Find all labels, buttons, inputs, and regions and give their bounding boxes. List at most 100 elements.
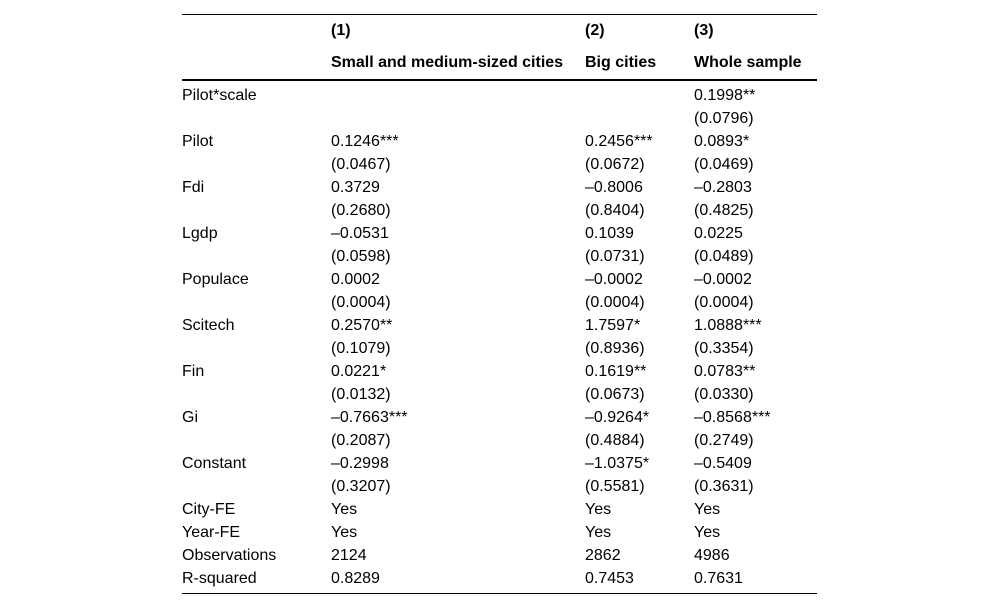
cell: 0.3729: [331, 179, 380, 196]
row-label: R-squared: [182, 570, 257, 587]
row-label: [182, 107, 331, 130]
row-label: Pilot: [182, 133, 214, 150]
row-label: [182, 245, 331, 268]
row-label: [182, 291, 331, 314]
cell: 0.0002: [331, 271, 380, 288]
cell: 4986: [694, 547, 730, 564]
row-label: Constant: [182, 455, 247, 472]
cell: (0.8936): [585, 340, 645, 357]
cell: (0.4884): [585, 432, 645, 449]
table-row: (0.0796): [182, 107, 817, 130]
cell: –0.0531: [331, 225, 389, 242]
cell: (0.0673): [585, 386, 645, 403]
cell: Yes: [694, 501, 721, 518]
cell: (0.0004): [331, 294, 391, 311]
cell: (0.3207): [331, 478, 391, 495]
cell: (0.0796): [694, 110, 754, 127]
table-row: R-squared 0.8289 0.7453 0.7631: [182, 567, 817, 594]
cell: 0.7631: [694, 570, 743, 587]
table-row: Pilot*scale 0.1998**: [182, 80, 817, 107]
table-row: (0.0132) (0.0673) (0.0330): [182, 383, 817, 406]
cell: –0.2803: [694, 179, 752, 196]
row-label: Lgdp: [182, 225, 218, 242]
row-label: Fdi: [182, 179, 205, 196]
table-row: Gi –0.7663*** –0.9264* –0.8568***: [182, 406, 817, 429]
cell: [585, 80, 694, 107]
cell: 2862: [585, 547, 621, 564]
cell: –0.8568***: [694, 409, 771, 426]
cell: (0.8404): [585, 202, 645, 219]
cell: 0.2456***: [585, 133, 653, 150]
table-row: Fdi 0.3729 –0.8006 –0.2803: [182, 176, 817, 199]
row-label: Populace: [182, 271, 249, 288]
cell: 2124: [331, 547, 367, 564]
cell: 0.0893*: [694, 133, 750, 150]
cell: (0.2749): [694, 432, 754, 449]
row-label: [182, 383, 331, 406]
row-label: Pilot*scale: [182, 87, 257, 104]
header-row-names: Small and medium-sized cities Big cities…: [182, 47, 817, 81]
row-label: City-FE: [182, 501, 236, 518]
header-col3-name: Whole sample: [694, 47, 817, 81]
cell: 1.0888***: [694, 317, 762, 334]
cell: (0.0004): [694, 294, 754, 311]
table-row: (0.2680) (0.8404) (0.4825): [182, 199, 817, 222]
regression-table-container: (1) (2) (3) Small and medium-sized citie…: [182, 14, 817, 594]
cell: –0.7663***: [331, 409, 408, 426]
cell: 0.1998**: [694, 87, 756, 104]
row-label: [182, 199, 331, 222]
cell: (0.4825): [694, 202, 754, 219]
row-label: Observations: [182, 547, 277, 564]
cell: –0.5409: [694, 455, 752, 472]
cell: (0.0467): [331, 156, 391, 173]
table-row: (0.0004) (0.0004) (0.0004): [182, 291, 817, 314]
cell: (0.3631): [694, 478, 754, 495]
header-col1-name: Small and medium-sized cities: [331, 47, 585, 81]
cell: (0.2680): [331, 202, 391, 219]
cell: 0.8289: [331, 570, 380, 587]
table-row: Year-FE Yes Yes Yes: [182, 521, 817, 544]
cell: Yes: [694, 524, 721, 541]
table-row: Pilot 0.1246*** 0.2456*** 0.0893*: [182, 130, 817, 153]
table-row: (0.0598) (0.0731) (0.0489): [182, 245, 817, 268]
cell: Yes: [585, 501, 612, 518]
table-row: Constant –0.2998 –1.0375* –0.5409: [182, 452, 817, 475]
cell: –0.8006: [585, 179, 643, 196]
cell: (0.0731): [585, 248, 645, 265]
cell: (0.5581): [585, 478, 645, 495]
table-row: (0.1079) (0.8936) (0.3354): [182, 337, 817, 360]
row-label: [182, 337, 331, 360]
table-row: Fin 0.0221* 0.1619** 0.0783**: [182, 360, 817, 383]
cell: 0.2570**: [331, 317, 393, 334]
cell: 1.7597*: [585, 317, 641, 334]
row-label: [182, 153, 331, 176]
table-row: (0.0467) (0.0672) (0.0469): [182, 153, 817, 176]
row-label: Fin: [182, 363, 205, 380]
header-col3-number: (3): [694, 22, 714, 39]
table-row: (0.3207) (0.5581) (0.3631): [182, 475, 817, 498]
cell: –1.0375*: [585, 455, 650, 472]
table-row: Scitech 0.2570** 1.7597* 1.0888***: [182, 314, 817, 337]
cell: (0.0004): [585, 294, 645, 311]
cell: 0.1246***: [331, 133, 399, 150]
header-row-numbers: (1) (2) (3): [182, 15, 817, 48]
table-row: (0.2087) (0.4884) (0.2749): [182, 429, 817, 452]
cell: 0.7453: [585, 570, 634, 587]
header-col1-number: (1): [331, 22, 351, 39]
cell: 0.1619**: [585, 363, 647, 380]
table-row: Lgdp –0.0531 0.1039 0.0225: [182, 222, 817, 245]
cell: [331, 80, 585, 107]
regression-table: (1) (2) (3) Small and medium-sized citie…: [182, 14, 817, 594]
cell: [585, 107, 694, 130]
row-label: Gi: [182, 409, 198, 426]
cell: (0.3354): [694, 340, 754, 357]
row-label: [182, 475, 331, 498]
cell: [331, 107, 585, 130]
cell: (0.0672): [585, 156, 645, 173]
cell: (0.2087): [331, 432, 391, 449]
cell: (0.0489): [694, 248, 754, 265]
cell: –0.0002: [694, 271, 752, 288]
cell: –0.9264*: [585, 409, 650, 426]
cell: (0.0469): [694, 156, 754, 173]
header-col2-name: Big cities: [585, 47, 694, 81]
